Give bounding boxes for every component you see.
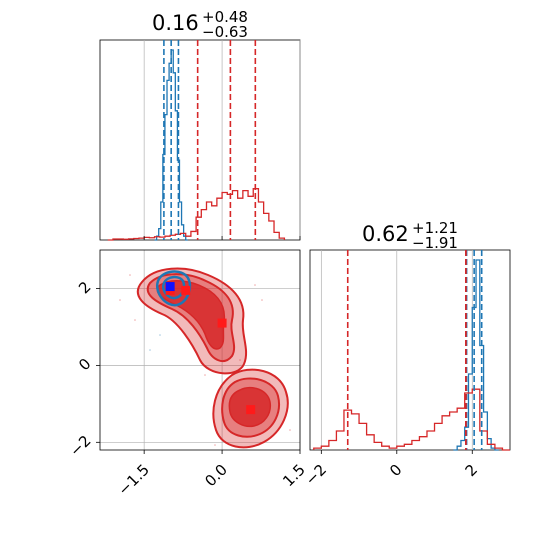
- top-left-title-minus: −0.63: [202, 23, 248, 41]
- panel-top-left-grid: [143, 40, 301, 240]
- bl-y-tick-label-1: 0: [75, 355, 94, 374]
- scatter-points: [119, 274, 291, 446]
- bl-y-tick-label-0: −2: [66, 432, 94, 460]
- red-mode-marker-3: [246, 405, 256, 415]
- red-mode-marker-2: [217, 318, 227, 328]
- panel-bottom-right-quantiles: [346, 250, 483, 450]
- bottom-right-title-median: 0.62: [362, 222, 409, 246]
- panel-bottom-left-frame: [99, 249, 301, 451]
- top-left-title-median: 0.16: [152, 11, 199, 35]
- panel-bottom-left: [99, 249, 301, 451]
- panel-top-left-red-series: [107, 188, 286, 241]
- br-blue-hist: [453, 259, 499, 451]
- bl-x-tick-label-0: −1.5: [114, 461, 152, 499]
- panel-top-left-blue-series: [154, 49, 188, 241]
- panel-top-left-frame: [99, 39, 301, 241]
- bl-x-tick-label-1: 0.0: [201, 461, 231, 491]
- panel-bottom-right-blue-series: [453, 259, 499, 451]
- br-x-tick-label-2: 2: [462, 461, 481, 480]
- tl-blue-hist: [154, 49, 188, 241]
- bottom-right-title-minus: −1.91: [412, 234, 458, 252]
- panel-bottom-right: 0.62 +1.21 −1.91: [309, 219, 511, 451]
- bottom-right-title-plus: +1.21: [412, 219, 458, 237]
- bl-y-tick-label-2: 2: [75, 278, 94, 297]
- panel-top-left: 0.16 +0.48 −0.63: [99, 8, 301, 241]
- tl-red-hist: [107, 188, 286, 241]
- br-x-tick-label-1: 0: [386, 461, 405, 480]
- top-left-title-plus: +0.48: [202, 8, 248, 26]
- red-mode-marker-1: [181, 285, 191, 295]
- blue-mode-marker: [165, 282, 175, 292]
- panel-bottom-left-modes: [165, 282, 256, 415]
- panel-top-left-quantiles: [163, 40, 257, 240]
- br-x-tick-label-0: −2: [302, 461, 330, 489]
